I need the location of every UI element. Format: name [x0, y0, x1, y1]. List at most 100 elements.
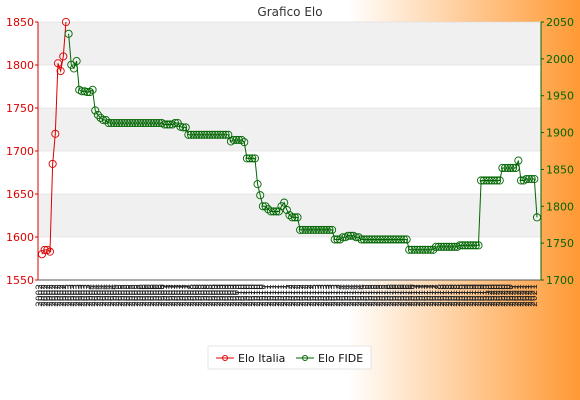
- data-point: [234, 135, 243, 144]
- data-point: [495, 176, 504, 185]
- y-right-tick-label: 1700: [546, 274, 574, 287]
- data-point: [264, 205, 273, 214]
- x-tick-label: 2012: [288, 284, 298, 307]
- x-tick-label: 2021: [530, 284, 540, 307]
- data-point: [72, 57, 81, 66]
- data-point: [317, 225, 326, 234]
- x-tick-label: 2009: [224, 284, 234, 307]
- x-tick-label: 2010: [237, 284, 247, 307]
- data-point: [248, 154, 257, 163]
- data-point: [325, 225, 334, 234]
- data-point: [322, 225, 331, 234]
- y-right-tick-label: 1800: [546, 200, 574, 213]
- x-tick-label: 2008: [189, 284, 199, 307]
- data-point: [202, 130, 212, 139]
- x-tick-label: 2017: [421, 284, 431, 307]
- x-tick-label: 2005: [118, 284, 128, 307]
- x-tick-label: 2018: [442, 284, 452, 307]
- x-tick-label: 2020: [490, 284, 500, 307]
- x-tick-label: 2016: [389, 284, 399, 307]
- x-tick-label: 2002: [59, 284, 69, 307]
- x-tick-label: 2021: [522, 284, 532, 307]
- data-point: [59, 52, 68, 61]
- data-point: [306, 225, 315, 234]
- x-tick-label: 2014: [338, 284, 348, 307]
- y-right-tick-label: 1750: [546, 237, 574, 250]
- data-point: [354, 233, 363, 242]
- data-point: [330, 235, 339, 244]
- y-left-tick-label: 1700: [6, 145, 34, 158]
- x-tick-label: 2017: [418, 284, 428, 307]
- data-point: [301, 225, 310, 234]
- x-tick-label: 2016: [408, 284, 418, 307]
- x-tick-label: 2020: [506, 284, 516, 307]
- data-point: [474, 241, 483, 250]
- data-point: [296, 225, 305, 234]
- x-tick-label: 2015: [381, 284, 391, 307]
- data-point: [373, 235, 382, 244]
- data-point: [133, 118, 142, 128]
- data-point: [141, 118, 150, 128]
- data-point: [333, 235, 342, 244]
- data-point: [389, 235, 398, 244]
- x-tick-label: 2016: [402, 284, 412, 307]
- data-point: [391, 235, 401, 244]
- data-point: [312, 225, 321, 234]
- data-point: [232, 135, 241, 144]
- data-point: [431, 242, 440, 251]
- x-tick-label: 2007: [160, 284, 170, 307]
- data-point: [112, 118, 121, 128]
- x-tick-label: 2013: [333, 284, 343, 307]
- data-point: [253, 180, 262, 189]
- data-point: [186, 130, 196, 139]
- data-point: [445, 242, 454, 251]
- data-point: [439, 242, 448, 251]
- data-point: [256, 191, 265, 200]
- data-point: [160, 120, 169, 129]
- data-point: [482, 176, 491, 185]
- data-point: [189, 130, 198, 139]
- x-tick-label: 2011: [272, 284, 282, 307]
- data-point: [194, 130, 204, 139]
- x-tick-label: 2015: [378, 284, 388, 307]
- x-tick-label: 2012: [293, 284, 303, 307]
- x-tick-label: 2012: [301, 284, 311, 307]
- data-point: [85, 87, 94, 97]
- data-point: [144, 118, 153, 128]
- data-point: [514, 156, 523, 165]
- data-point: [184, 130, 193, 139]
- x-tick-label: 2004: [91, 284, 101, 307]
- data-point: [434, 242, 443, 251]
- x-tick-label: 2009: [219, 284, 229, 307]
- legend-item-elo-italia: Elo Italia: [216, 352, 285, 365]
- x-tick-label: 2008: [195, 284, 205, 307]
- x-tick-label: 2003: [72, 284, 82, 307]
- data-point: [266, 207, 275, 216]
- x-tick-label: 2014: [349, 284, 359, 307]
- data-point: [386, 235, 395, 244]
- data-point: [367, 235, 377, 244]
- x-tick-label: 2007: [168, 284, 178, 307]
- x-tick-label: 2008: [187, 284, 197, 307]
- data-point: [237, 135, 246, 144]
- x-tick-label: 2021: [514, 284, 524, 307]
- data-point: [485, 176, 494, 185]
- x-tick-label: 2020: [485, 284, 495, 307]
- x-tick-label: 2014: [341, 284, 351, 307]
- x-tick-label: 2014: [336, 284, 346, 307]
- x-tick-label: 2008: [205, 284, 215, 307]
- x-tick-label: 2016: [392, 284, 402, 307]
- x-tick-label: 2007: [184, 284, 194, 307]
- x-tick-label: 2015: [368, 284, 378, 307]
- data-point: [43, 245, 52, 254]
- x-tick-label: 2019: [466, 284, 476, 307]
- data-point: [423, 245, 432, 254]
- x-tick-label: 2004: [88, 284, 98, 307]
- data-point: [450, 242, 459, 251]
- data-point: [455, 241, 464, 250]
- x-tick-label: 2012: [298, 284, 308, 307]
- x-tick-label: 2007: [165, 284, 175, 307]
- x-tick-label: 2013: [322, 284, 332, 307]
- x-tick-label: 2017: [424, 284, 434, 307]
- x-tick-label: 2003: [75, 284, 85, 307]
